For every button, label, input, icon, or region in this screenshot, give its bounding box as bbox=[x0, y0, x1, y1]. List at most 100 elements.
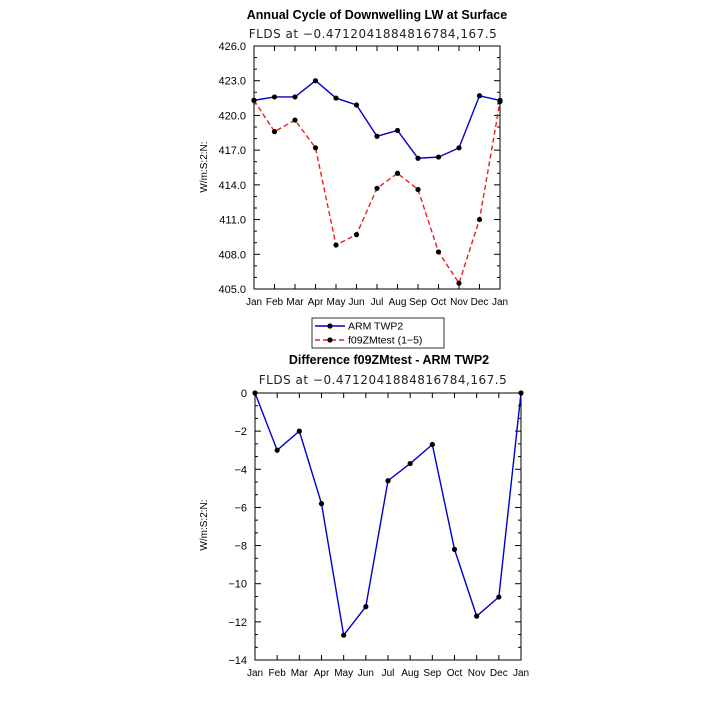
x-tick-label: Jan bbox=[492, 297, 508, 308]
data-point bbox=[292, 94, 298, 100]
data-point bbox=[271, 94, 278, 100]
legend-marker-arm bbox=[327, 323, 333, 329]
data-point bbox=[456, 280, 462, 286]
x-tick-label: Feb bbox=[266, 297, 284, 308]
series-line bbox=[254, 392, 522, 637]
data-point bbox=[415, 155, 421, 161]
bottom-chart: Difference f09ZMtest - ARM TWP2 FLDS at … bbox=[199, 353, 529, 679]
data-point bbox=[407, 460, 413, 467]
legend-label-model: f09ZMtest (1−5) bbox=[348, 335, 422, 347]
top-chart-title: Annual Cycle of Downwelling LW at Surfac… bbox=[247, 8, 507, 22]
y-tick-label: 0 bbox=[241, 388, 247, 400]
legend: ARM TWP2 f09ZMtest (1−5) bbox=[311, 317, 445, 349]
x-tick-label: Apr bbox=[314, 668, 330, 679]
legend-box bbox=[311, 317, 445, 349]
y-tick-label: −10 bbox=[228, 579, 247, 591]
bottom-chart-subtitle: FLDS at −0.4712041884816784,167.5 bbox=[259, 373, 507, 387]
x-tick-label: May bbox=[334, 668, 353, 679]
data-point bbox=[363, 604, 369, 610]
x-tick-label: Sep bbox=[409, 297, 427, 308]
data-point bbox=[292, 117, 298, 123]
x-tick-label: Jul bbox=[371, 297, 384, 308]
x-tick-label: Dec bbox=[471, 297, 489, 308]
x-tick-label: Oct bbox=[431, 297, 447, 308]
data-point bbox=[274, 447, 280, 453]
data-point bbox=[394, 127, 401, 134]
data-point bbox=[333, 242, 339, 248]
y-tick-label: 423.0 bbox=[218, 76, 246, 88]
data-point bbox=[435, 249, 442, 255]
data-point bbox=[415, 186, 421, 193]
bottom-chart-series bbox=[252, 390, 524, 638]
bottom-chart-ticks: Jan Feb Mar Apr May Jun Jul Aug Sep Oct Nov Dec Jan−… bbox=[228, 388, 529, 679]
data-point bbox=[374, 133, 380, 139]
legend-marker-model bbox=[327, 337, 333, 343]
y-tick-label: 417.0 bbox=[218, 145, 246, 157]
x-tick-label: Oct bbox=[447, 668, 463, 679]
data-point bbox=[394, 170, 401, 176]
data-point bbox=[353, 232, 360, 238]
x-tick-label: Aug bbox=[389, 297, 407, 308]
x-tick-label: Apr bbox=[308, 297, 324, 308]
x-tick-label: Jun bbox=[348, 297, 364, 308]
data-point bbox=[456, 145, 462, 151]
y-tick-label: −8 bbox=[234, 541, 247, 553]
top-chart-frame bbox=[253, 45, 501, 290]
data-point bbox=[312, 145, 319, 151]
x-tick-label: Jul bbox=[382, 668, 395, 679]
data-point bbox=[451, 546, 458, 552]
x-tick-label: Nov bbox=[468, 668, 486, 679]
data-point bbox=[353, 102, 360, 108]
data-point bbox=[252, 390, 258, 396]
data-point bbox=[251, 97, 257, 103]
y-tick-label: 411.0 bbox=[219, 215, 246, 227]
x-tick-label: Jun bbox=[358, 668, 374, 679]
y-tick-label: 414.0 bbox=[218, 180, 246, 192]
data-point bbox=[497, 98, 503, 105]
data-point bbox=[271, 129, 278, 135]
x-tick-label: Dec bbox=[490, 668, 508, 679]
data-point bbox=[496, 594, 502, 600]
data-point bbox=[435, 154, 442, 160]
top-chart-ticks: Jan Feb Mar Apr May Jun Jul Aug Sep Oct Nov Dec Jan4… bbox=[218, 41, 508, 308]
series-line bbox=[253, 100, 501, 285]
data-point bbox=[518, 390, 524, 396]
top-chart-subtitle: FLDS at −0.4712041884816784,167.5 bbox=[249, 27, 497, 41]
y-tick-label: −14 bbox=[228, 655, 247, 667]
x-tick-label: May bbox=[327, 297, 346, 308]
x-tick-label: Sep bbox=[423, 668, 441, 679]
y-tick-label: 405.0 bbox=[218, 284, 246, 296]
y-tick-label: 408.0 bbox=[218, 249, 246, 261]
x-tick-label: Jan bbox=[246, 297, 262, 308]
data-point bbox=[474, 613, 480, 619]
data-point bbox=[341, 632, 347, 638]
x-tick-label: Jan bbox=[247, 668, 263, 679]
y-tick-label: −12 bbox=[228, 617, 247, 629]
top-chart-ylabel: W/m:S:2:N: bbox=[199, 141, 210, 192]
data-point bbox=[385, 478, 391, 484]
data-point bbox=[318, 501, 325, 507]
y-tick-label: −4 bbox=[234, 464, 247, 476]
bottom-chart-title: Difference f09ZMtest - ARM TWP2 bbox=[289, 353, 489, 367]
data-point bbox=[333, 95, 339, 101]
bottom-chart-frame bbox=[254, 392, 522, 661]
y-tick-label: −6 bbox=[234, 502, 247, 514]
series-line bbox=[253, 79, 501, 159]
data-point bbox=[312, 78, 319, 84]
top-chart: Annual Cycle of Downwelling LW at Surfac… bbox=[199, 8, 508, 308]
x-tick-label: Mar bbox=[286, 297, 304, 308]
data-point bbox=[476, 93, 483, 99]
x-tick-label: Jan bbox=[513, 668, 529, 679]
y-tick-label: 426.0 bbox=[218, 41, 246, 53]
data-point bbox=[296, 428, 302, 434]
data-point bbox=[374, 185, 380, 191]
data-point bbox=[429, 441, 435, 448]
x-tick-label: Nov bbox=[450, 297, 468, 308]
top-chart-series bbox=[251, 78, 503, 286]
y-tick-label: −2 bbox=[234, 426, 247, 438]
x-tick-label: Mar bbox=[291, 668, 309, 679]
bottom-chart-ylabel: W/m:S:2:N: bbox=[199, 499, 210, 550]
x-tick-label: Feb bbox=[269, 668, 287, 679]
y-tick-label: 420.0 bbox=[218, 110, 246, 122]
